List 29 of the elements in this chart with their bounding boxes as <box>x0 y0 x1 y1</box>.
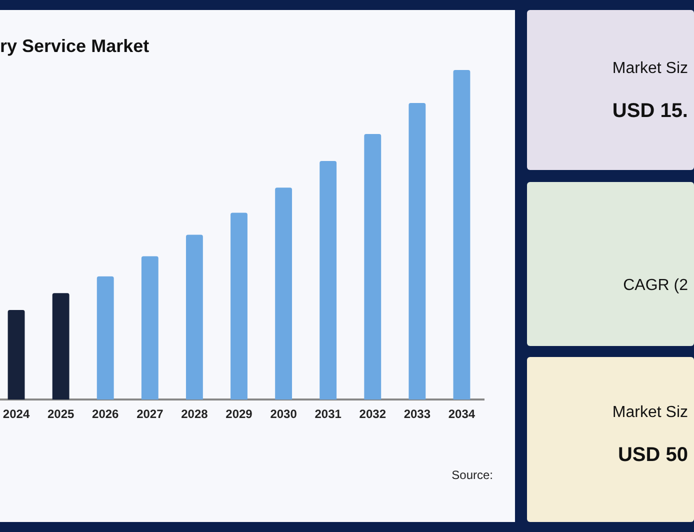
text: Market Siz <box>612 60 688 78</box>
x-tick-label: 2029 <box>226 407 253 422</box>
bar <box>320 160 337 400</box>
x-tick-label: 2027 <box>136 407 164 422</box>
x-tick-label: 2032 <box>359 407 386 422</box>
bar <box>230 212 248 400</box>
bar <box>186 234 203 400</box>
x-tick-label: 2031 <box>314 407 342 422</box>
bar <box>453 70 470 400</box>
x-tick-label: 2030 <box>270 407 298 422</box>
text: CAGR (2 <box>623 277 688 295</box>
bar <box>408 102 426 400</box>
x-tick-label: 2025 <box>47 407 74 422</box>
bar <box>275 188 292 400</box>
chart-title: ry Service Market <box>0 36 150 57</box>
x-tick-label: 2028 <box>181 407 208 422</box>
bar <box>96 276 114 400</box>
text: Market Siz <box>612 404 688 422</box>
text: USD 50 <box>618 444 688 467</box>
bar <box>141 256 158 400</box>
x-tick-label: 2033 <box>404 407 431 422</box>
source-note: Source: <box>452 468 493 482</box>
bar <box>52 293 70 400</box>
bar <box>364 134 382 400</box>
x-tick-label: 2026 <box>92 407 120 422</box>
text: USD 15. <box>612 100 688 123</box>
x-tick-label: 2024 <box>2 407 30 422</box>
x-tick-label: 2034 <box>448 407 476 422</box>
bar <box>8 310 25 400</box>
